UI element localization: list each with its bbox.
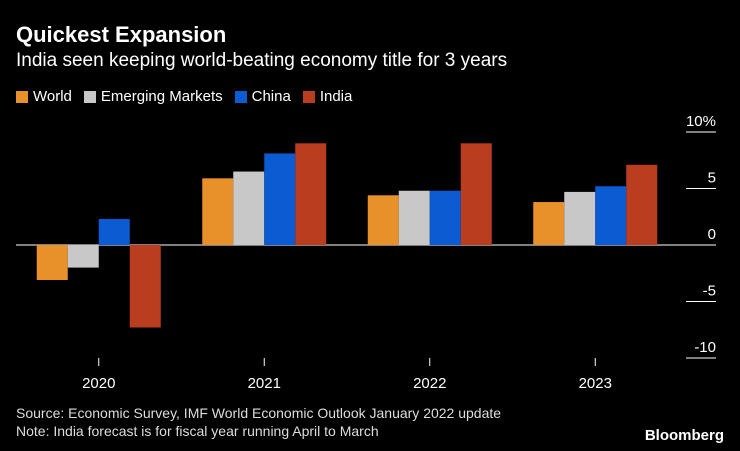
bar-china-2022	[429, 190, 461, 245]
legend-swatch-china	[234, 90, 247, 103]
bar-emerging-markets-2023	[564, 191, 596, 245]
legend: World Emerging Markets China India	[16, 88, 352, 105]
legend-label-emerging-markets: Emerging Markets	[100, 88, 223, 105]
bar-emerging-markets-2022	[398, 190, 430, 245]
legend-swatch-india	[302, 90, 315, 103]
bar-emerging-markets-2020	[67, 245, 99, 268]
legend-item-india: India	[302, 88, 353, 105]
bar-india-2022	[460, 143, 492, 245]
legend-label-india: India	[319, 88, 353, 105]
x-tick-label: 2020	[82, 375, 115, 392]
bar-india-2023	[626, 164, 658, 245]
y-tick-label: 0	[708, 226, 716, 243]
legend-swatch-emerging-markets	[83, 90, 96, 103]
bar-china-2020	[98, 219, 130, 245]
chart-subtitle: India seen keeping world-beating economy…	[16, 50, 508, 71]
bar-china-2023	[595, 186, 627, 245]
bar-china-2021	[264, 153, 296, 245]
x-tick-label: 2022	[413, 375, 446, 392]
legend-swatch-world	[16, 90, 28, 103]
legend-label-china: China	[251, 88, 291, 105]
bar-emerging-markets-2021	[233, 171, 265, 245]
source-note: Source: Economic Survey, IMF World Econo…	[16, 405, 502, 421]
bloomberg-logo: Bloomberg	[644, 427, 724, 444]
x-tick-label: 2023	[579, 375, 612, 392]
y-tick-label: -10	[694, 339, 716, 356]
bar-india-2020	[129, 245, 161, 328]
footer: Source: Economic Survey, IMF World Econo…	[16, 404, 501, 440]
bar-world-2023	[533, 202, 565, 245]
legend-label-world: World	[33, 88, 72, 105]
bar-world-2022	[367, 195, 399, 245]
x-tick-label: 2021	[248, 375, 281, 392]
bar-world-2021	[202, 178, 234, 245]
y-tick-label: 10%	[686, 113, 716, 130]
forecast-note: Note: India forecast is for fiscal year …	[16, 423, 379, 439]
bar-world-2020	[36, 245, 68, 281]
y-tick-label: 5	[708, 170, 716, 187]
bar-india-2021	[295, 143, 327, 245]
chart-title: Quickest Expansion	[16, 22, 227, 47]
legend-item-china: China	[234, 88, 291, 105]
y-tick-label: -5	[703, 283, 716, 300]
legend-item-emerging-markets: Emerging Markets	[83, 88, 223, 105]
legend-item-world: World	[16, 88, 72, 105]
